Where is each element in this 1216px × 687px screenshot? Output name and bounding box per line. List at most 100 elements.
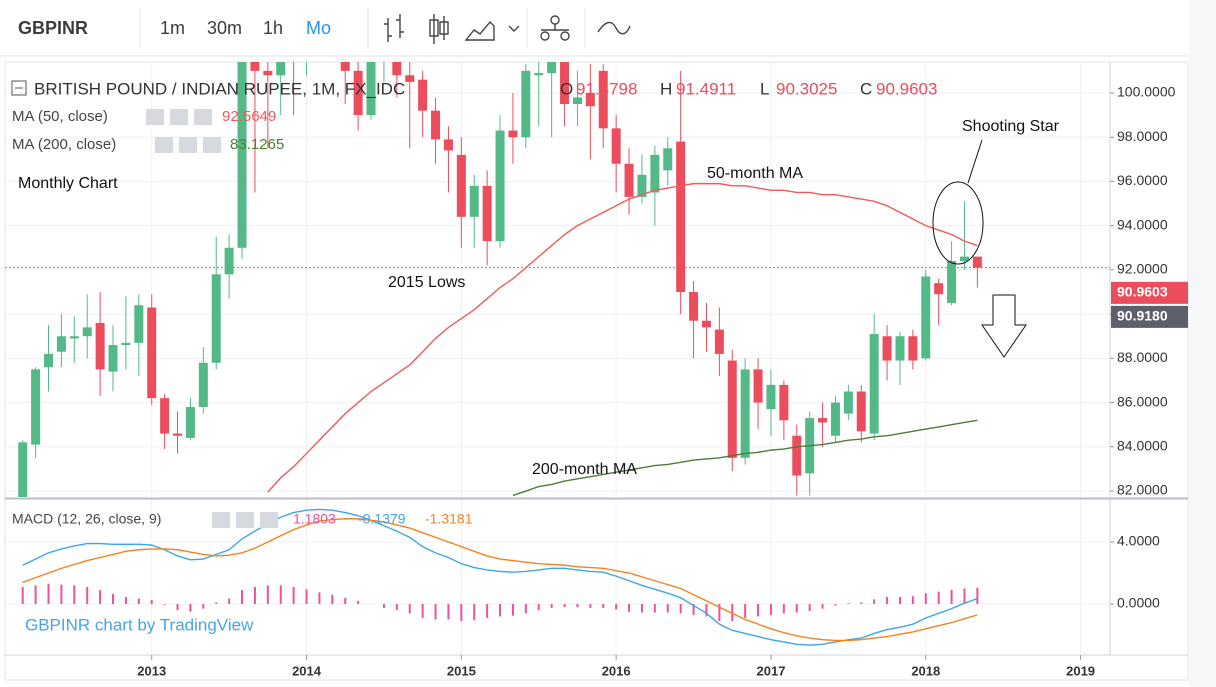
line-series [22,518,978,642]
symbol-title: BRITISH POUND / INDIAN RUPEE, 1M, FX_IDC [34,79,405,98]
legend-buttons[interactable] [146,109,278,528]
histogram-bar [576,604,579,608]
candle-body [56,336,66,352]
candle-body [624,163,634,197]
candle-body [792,435,802,476]
ohlc-name: O [560,79,573,98]
candle-body [443,139,453,151]
y-tick-label: 4.0000 [1117,533,1160,549]
histogram-bar [666,604,669,613]
candle-body [637,174,647,197]
histogram-bar [782,604,785,614]
histogram-bar [486,604,489,618]
histogram-bar [615,604,618,610]
compare-icon[interactable] [597,21,631,35]
ohlc-value: 90.3025 [776,79,837,98]
ma-legend-value: 83.1265 [230,136,284,153]
histogram-bar [950,590,953,605]
intervals: 1m 30m 1h Mo [160,18,331,38]
candle-body [611,128,621,164]
interval-button[interactable]: 1m [160,18,185,38]
candle-body [263,70,273,76]
x-tick-label: 2016 [602,663,631,678]
candle-body [185,406,195,438]
histogram-bar [73,585,76,605]
interval-button[interactable]: Mo [306,18,331,38]
candle-body [418,79,428,111]
indicator-icon[interactable] [540,15,570,41]
histogram-bar [460,604,463,622]
histogram-bar [150,600,153,605]
legend: BRITISH POUND / INDIAN RUPEE, 1M, FX_IDC… [11,79,937,528]
candle-body [237,62,247,248]
x-tick-label: 2019 [1066,663,1095,678]
side-strip [1189,0,1216,687]
highlight-ellipse [932,181,984,265]
candle-body [856,391,866,432]
histogram-bar [344,597,347,605]
histogram-bar [524,604,527,614]
candle-body [353,70,363,116]
histogram-bar [112,593,115,605]
candle-body [818,418,828,423]
histogram-bar [499,604,502,617]
candle-body [972,256,982,268]
histogram-bar [228,598,231,605]
candle-body [69,336,79,339]
candle-body [95,322,105,370]
watermark: GBPINR chart by TradingView [25,615,254,634]
ohlc-name: H [660,79,672,98]
symbol[interactable]: GBPINR [18,18,88,38]
candle-body [959,256,969,262]
histogram-bar [253,586,256,605]
y-tick-label: 98.0000 [1117,128,1168,144]
ohlc-legend: O 91.4798 H 91.4911 L 90.3025 C 90.9603 [560,79,937,98]
histogram-bar [305,589,308,605]
x-tick-label: 2013 [137,663,166,678]
ma-legend-value: 92.5649 [222,108,276,125]
annotation: 50-month MA [707,165,803,182]
ohlc-value: 91.4798 [576,79,637,98]
candle-body [585,92,595,107]
interval-button[interactable]: 30m [207,18,242,38]
histogram-bar [60,584,63,605]
histogram-bar [382,604,385,608]
histogram-bar [886,597,889,605]
histogram-bar [266,585,269,605]
line-series [22,508,978,646]
candle-body [431,110,441,140]
candle-body [469,185,479,217]
candle-body [689,291,699,321]
annotation: Shooting Star [962,118,1060,135]
histogram-bar [511,604,514,616]
chart-frame [4,61,1189,681]
down-arrow [981,294,1027,358]
macd-legend-value: -0.1379 [358,511,406,527]
histogram-bar [860,602,863,605]
histogram-bar [757,604,760,617]
histogram-bar [847,603,850,605]
histogram-bar [692,604,695,615]
histogram-bar [292,586,295,605]
macd-legend-name: MACD (12, 26, close, 9) [12,511,161,527]
histogram-bar [21,586,24,605]
callout-line [967,139,983,184]
candle-body [753,369,763,403]
candle-body [572,97,582,105]
candle-body [18,442,28,497]
x-tick-label: 2018 [911,663,940,678]
candle-body [727,360,737,458]
chart-style-icons[interactable] [384,14,520,44]
interval-button[interactable]: 1h [263,18,283,38]
candle-body [250,62,260,71]
candle-body [947,261,957,304]
y-tick-label: 88.0000 [1117,349,1168,365]
histogram-bar [421,604,424,618]
histogram-bar [963,588,966,605]
candle-body [108,345,118,372]
price-badge [1111,281,1188,304]
candle-body [82,327,92,337]
collapse-icon[interactable] [11,80,27,96]
